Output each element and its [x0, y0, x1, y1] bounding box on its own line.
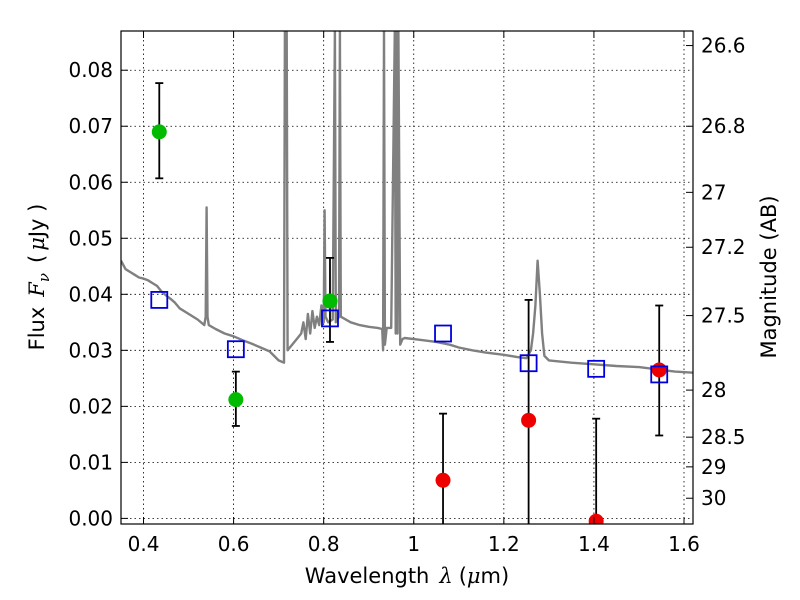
red-point [588, 513, 604, 524]
x-ticks: 0.4 0.6 0.8 1 1.2 1.4 1.6 [128, 31, 700, 556]
y-tick-label: 0.02 [68, 394, 113, 418]
y-tick-label: 0.05 [68, 226, 113, 250]
plot-frame [120, 30, 694, 525]
y2-tick-label: 27 [701, 180, 726, 204]
red-point [435, 472, 451, 488]
x-tick-label: 1 [407, 532, 420, 556]
y-tick-label: 0.04 [68, 282, 113, 306]
y2-tick-label: 29 [701, 455, 726, 479]
y-tick-label: 0.08 [68, 58, 113, 82]
x-axis-label: Wavelength λ (μm) [305, 564, 509, 588]
y-tick-label: 0.07 [68, 114, 113, 138]
y-tick-label: 0.01 [68, 450, 113, 474]
green-point [151, 124, 167, 140]
markers-layer [150, 124, 669, 524]
square-marker [519, 354, 538, 373]
y2-axis-label: Magnitude (AB) [757, 195, 781, 358]
y2-ticks: 26.6 26.8 27 27.2 27.5 28 28.5 29 30 [686, 34, 746, 510]
x-tick-label: 1.4 [578, 532, 610, 556]
y2-tick-label: 30 [701, 486, 726, 510]
square-marker [434, 324, 452, 343]
x-tick-label: 1.6 [668, 532, 700, 556]
x-tick-label: 0.8 [308, 532, 340, 556]
y-ticks: 0.00 0.01 0.02 0.03 0.04 0.05 0.06 0.07 0.08 [68, 58, 128, 530]
y2-tick-label: 27.5 [701, 304, 746, 328]
y2-tick-label: 28 [701, 378, 726, 402]
square-marker [150, 291, 169, 309]
y-axis-label: FluxFν(μJy ) [25, 204, 53, 351]
y-tick-label: 0.03 [68, 338, 113, 362]
red-point [521, 412, 537, 428]
x-tick-label: 0.4 [128, 532, 160, 556]
grid [121, 31, 693, 524]
y2-tick-label: 28.5 [701, 425, 746, 449]
y2-tick-label: 27.2 [701, 235, 746, 259]
y2-tick-label: 26.6 [701, 34, 746, 58]
y2-tick-label: 26.8 [701, 114, 746, 138]
y-tick-label: 0.00 [68, 506, 113, 530]
x-tick-label: 0.6 [218, 532, 250, 556]
square-marker [321, 309, 339, 328]
square-marker [226, 340, 245, 359]
green-point [228, 392, 244, 408]
x-tick-label: 1.2 [488, 532, 520, 556]
y-tick-label: 0.06 [68, 170, 113, 194]
green-point [322, 293, 338, 309]
red-point [651, 362, 667, 378]
square-marker [650, 365, 669, 384]
square-marker [587, 359, 606, 378]
